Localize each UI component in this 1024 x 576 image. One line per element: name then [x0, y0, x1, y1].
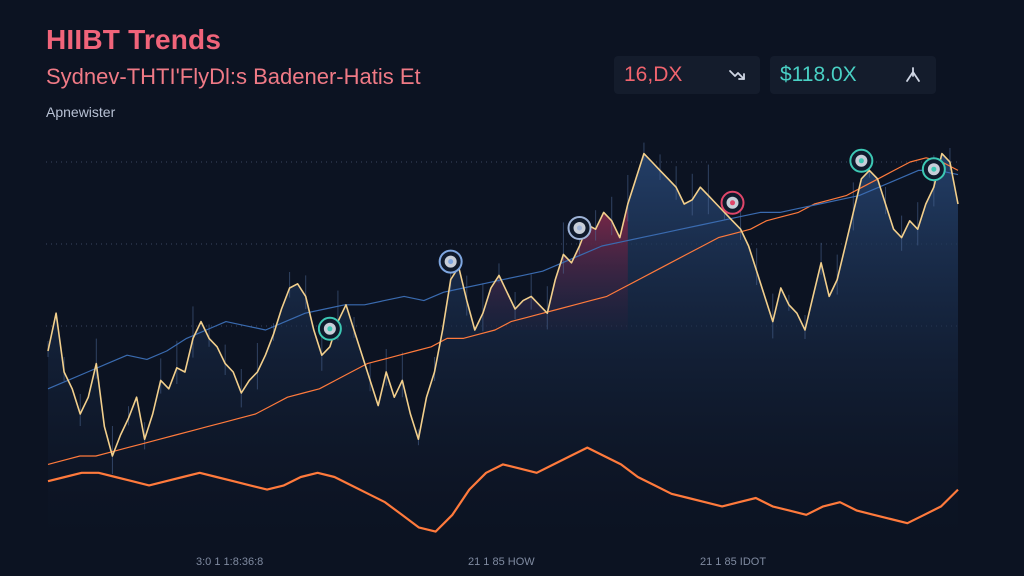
- chart-subtitle: Sydnev-THTI'FlyDl:s Badener-Hatis Et: [46, 64, 421, 89]
- event-marker[interactable]: [720, 190, 745, 215]
- chart-source-label: Apnewister: [46, 104, 116, 120]
- chart-title: HIIBT Trends: [46, 24, 222, 55]
- stat-value-secondary: $118.0X: [780, 63, 857, 86]
- price-line: [47, 152, 959, 457]
- event-marker[interactable]: [317, 316, 342, 341]
- trend-up-arrow-icon: [906, 67, 920, 82]
- stat-card-secondary[interactable]: $118.0X: [770, 56, 936, 94]
- highlight-region-fill: [482, 204, 628, 330]
- event-marker[interactable]: [438, 249, 463, 274]
- orange-trend-line: [47, 157, 959, 465]
- x-tick-label: 21 1 85 HOW: [468, 556, 535, 568]
- stat-card-primary[interactable]: 16,DX: [614, 56, 760, 94]
- trend-down-arrow-icon: [729, 70, 745, 80]
- orange-baseline-line: [47, 446, 959, 533]
- event-marker[interactable]: [921, 157, 946, 182]
- x-tick-label: 3:0 1 1:8:36:8: [196, 556, 264, 568]
- event-marker[interactable]: [849, 148, 874, 173]
- price-area-fill: [48, 153, 958, 540]
- blue-trend-line: [47, 169, 959, 390]
- event-marker[interactable]: [567, 216, 592, 240]
- stat-value-primary: 16,DX: [624, 63, 683, 86]
- x-tick-label: 21 1 85 IDOT: [700, 556, 767, 568]
